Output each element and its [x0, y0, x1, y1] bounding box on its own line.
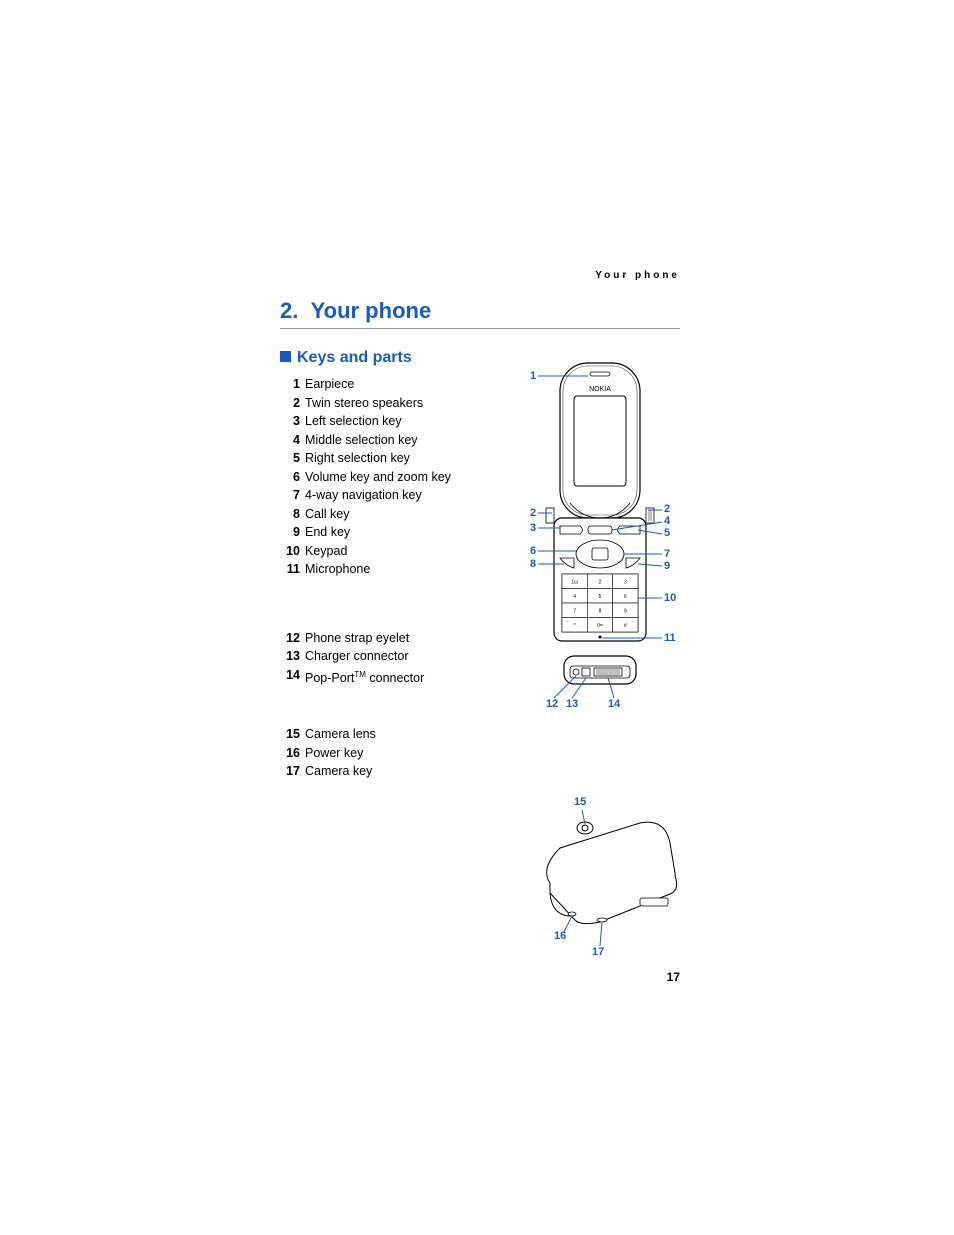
item-number: 11	[280, 560, 300, 579]
chapter-number: 2.	[280, 298, 298, 323]
callout-number: 11	[664, 632, 676, 644]
callout-number: 12	[546, 698, 558, 710]
item-number: 4	[280, 431, 300, 450]
item-number: 13	[280, 647, 300, 666]
svg-text:6: 6	[624, 594, 627, 600]
item-number: 16	[280, 744, 300, 763]
item-number: 3	[280, 412, 300, 431]
item-number: 15	[280, 725, 300, 744]
item-number: 10	[280, 542, 300, 561]
callout-number: 2	[530, 507, 536, 519]
item-number: 9	[280, 523, 300, 542]
callout-number: 9	[664, 560, 670, 572]
phone-back-diagram: 15 16 17	[530, 798, 700, 963]
section-label: Keys and parts	[297, 349, 412, 366]
callout-number: 10	[664, 592, 676, 604]
svg-text:3: 3	[624, 579, 627, 585]
brand-label: NOKIA	[589, 386, 611, 393]
callout-number: 6	[530, 545, 536, 557]
square-bullet-icon	[280, 351, 291, 362]
callout-number: 2	[664, 503, 670, 515]
item-number: 17	[280, 762, 300, 781]
chapter-title: 2. Your phone	[280, 298, 680, 324]
svg-text:2: 2	[599, 579, 602, 585]
svg-text:1ω: 1ω	[571, 579, 578, 585]
list-item: 17 Camera key	[280, 762, 680, 781]
svg-text:8: 8	[599, 608, 602, 614]
callout-number: 15	[574, 796, 586, 808]
item-number: 5	[280, 449, 300, 468]
callout-number: 1	[530, 370, 536, 382]
svg-text:7: 7	[573, 608, 576, 614]
callout-number: 17	[592, 946, 604, 958]
svg-text:#: #	[624, 623, 627, 629]
item-number: 2	[280, 394, 300, 413]
page-number: 17	[667, 970, 680, 984]
list-item: 16 Power key	[280, 744, 680, 763]
item-number: 14	[280, 666, 300, 688]
callout-number: 16	[554, 930, 566, 942]
phone-front-svg: NOKIA 1ω23456789*0=#	[530, 358, 670, 718]
chapter-name: Your phone	[311, 298, 432, 323]
svg-text:5: 5	[599, 594, 602, 600]
item-number: 6	[280, 468, 300, 487]
svg-text:4: 4	[573, 594, 576, 600]
svg-text:9: 9	[624, 608, 627, 614]
callout-number: 7	[664, 548, 670, 560]
callout-number: 5	[664, 527, 670, 539]
callout-number: 4	[664, 515, 670, 527]
parts-list-group-3: 15 Camera lens 16 Power key 17 Camera key	[280, 725, 680, 781]
list-item: 15 Camera lens	[280, 725, 680, 744]
item-number: 8	[280, 505, 300, 524]
item-label: Camera lens	[305, 725, 680, 744]
item-number: 7	[280, 486, 300, 505]
item-label: Power key	[305, 744, 680, 763]
running-head: Your phone	[595, 270, 680, 281]
item-label: Camera key	[305, 762, 680, 781]
callout-number: 14	[608, 698, 620, 710]
callout-number: 3	[530, 522, 536, 534]
divider	[280, 328, 680, 329]
callout-number: 13	[566, 698, 578, 710]
svg-text:*: *	[574, 623, 576, 629]
item-number: 12	[280, 629, 300, 648]
item-number: 1	[280, 375, 300, 394]
svg-text:0=: 0=	[597, 623, 603, 629]
callout-number: 8	[530, 558, 536, 570]
